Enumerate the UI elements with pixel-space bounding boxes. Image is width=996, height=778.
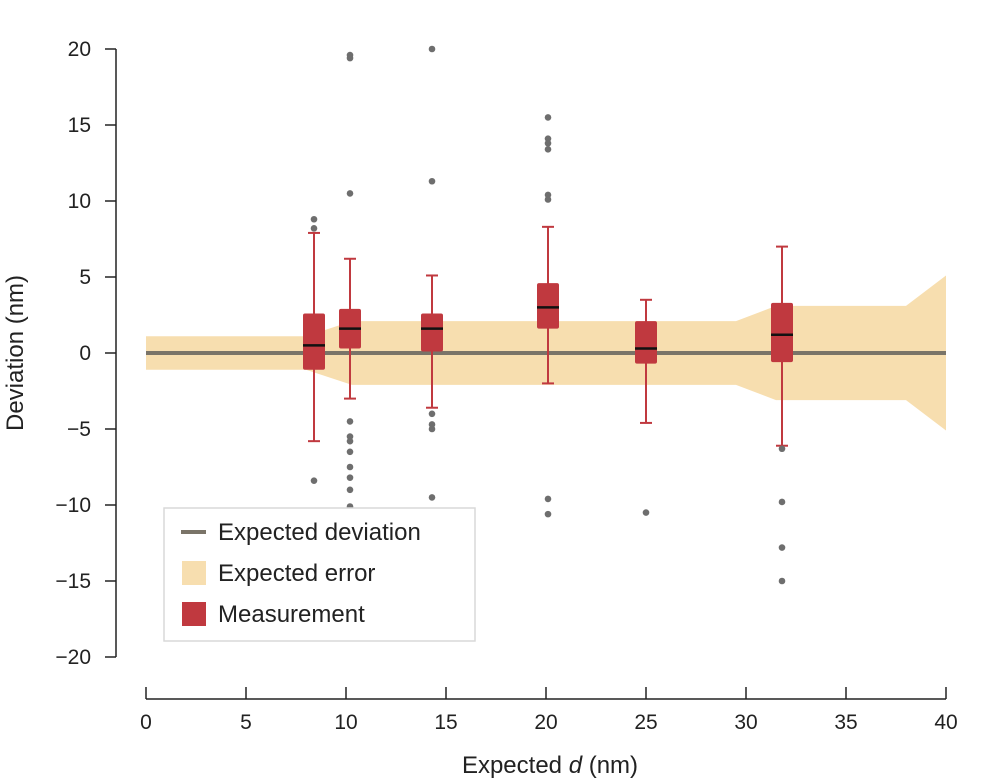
x-tick-label: 5 [240,711,252,734]
x-tick-label: 0 [140,711,152,734]
legend-measurement-swatch [182,602,206,626]
y-tick-label: −15 [55,570,91,593]
outlier-point [429,178,436,185]
legend-measurement-label: Measurement [218,601,365,628]
outlier-point [347,418,354,425]
outlier-point [779,578,786,585]
x-axis-title: Expected d (nm) [462,752,638,778]
outlier-point [545,496,552,503]
outlier-point [545,196,552,203]
y-tick-label: 5 [79,266,91,289]
outlier-point [347,438,354,445]
x-tick-label: 20 [534,711,557,734]
outlier-point [311,477,318,484]
x-tick-label: 25 [634,711,657,734]
outlier-point [545,511,552,518]
y-tick-label: −5 [67,418,91,441]
measurement-box-3 [421,275,443,407]
x-tick-label: 10 [334,711,357,734]
legend-expected-deviation-label: Expected deviation [218,519,421,546]
outlier-point [347,190,354,197]
outlier-point [643,509,650,516]
outlier-point [779,445,786,452]
x-axis-title-variable: d [569,752,583,778]
y-tick-label: 15 [68,114,91,137]
y-tick-label: −10 [55,494,91,517]
interquartile-box [421,313,443,351]
outlier-point [779,499,786,506]
interquartile-box [303,313,325,369]
outlier-point [429,494,436,501]
outlier-point [429,426,436,433]
outlier-point [311,216,318,223]
outlier-point [347,55,354,62]
interquartile-box [537,283,559,329]
outlier-point [311,225,318,232]
outlier-point [545,114,552,121]
outlier-point [347,464,354,471]
x-tick-label: 35 [834,711,857,734]
y-tick-label: −20 [55,646,91,669]
outlier-point [545,146,552,153]
interquartile-box [635,321,657,364]
outlier-point [347,474,354,481]
outlier-point [429,411,436,418]
outlier-point [779,544,786,551]
legend-expected-error-swatch [182,561,206,585]
y-tick-label: 0 [79,342,91,365]
y-tick-label: 20 [68,38,91,61]
y-tick-label: 10 [68,190,91,213]
legend-expected-error-label: Expected error [218,560,375,587]
x-tick-label: 40 [934,711,957,734]
outlier-point [429,46,436,53]
outlier-point [347,487,354,494]
x-tick-label: 30 [734,711,757,734]
x-tick-label: 15 [434,711,457,734]
measurement-box-5 [635,300,657,423]
interquartile-box [771,303,793,362]
outlier-point [347,449,354,456]
y-axis-title: Deviation (nm) [2,275,29,431]
measurement-box-1 [303,233,325,441]
x-axis-title-prefix: Expected [462,752,569,778]
x-axis-title-suffix: (nm) [582,752,638,778]
legend: Expected deviation Expected error Measur… [164,508,475,641]
outlier-point [545,140,552,147]
measurement-box-6 [771,247,793,446]
